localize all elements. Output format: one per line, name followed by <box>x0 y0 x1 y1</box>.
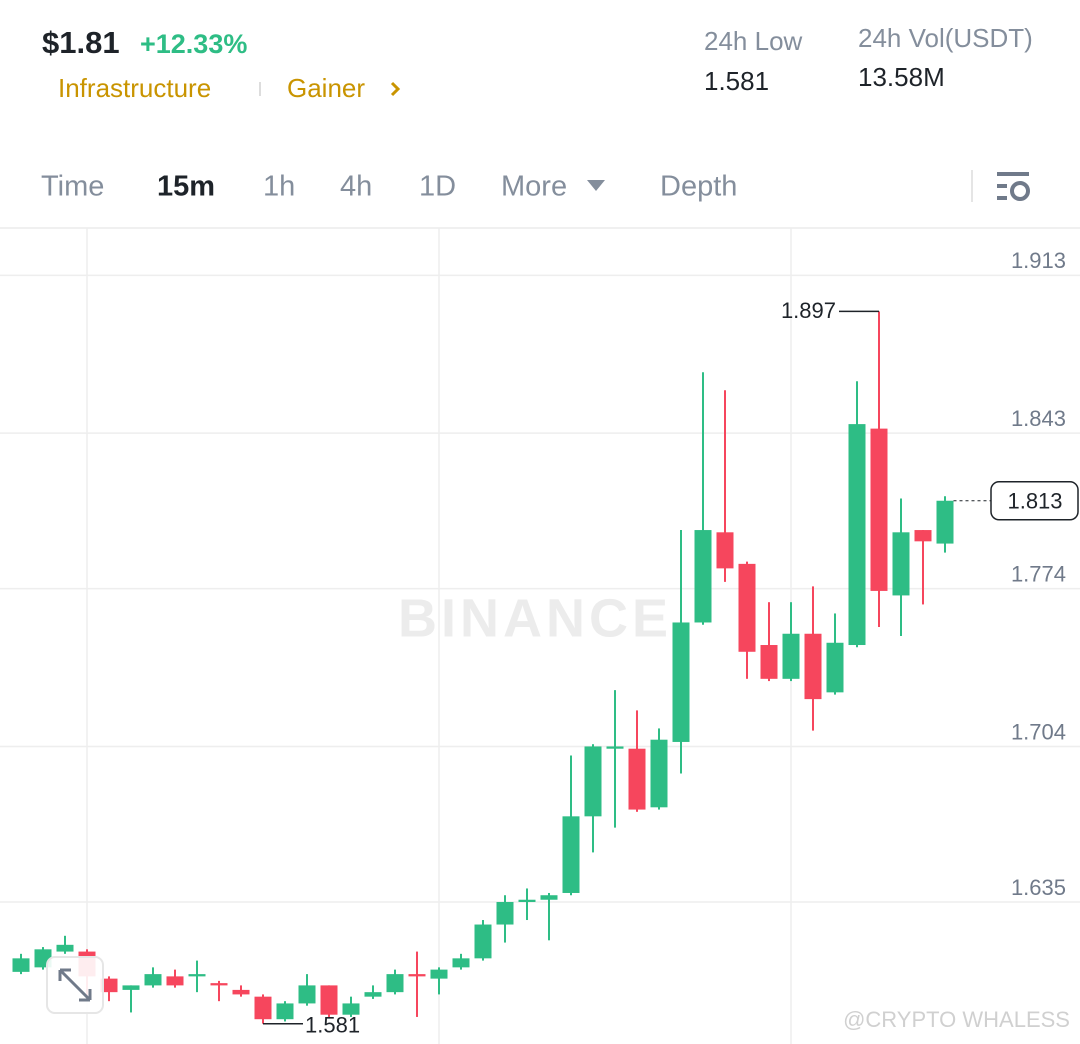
candle-body <box>782 633 800 679</box>
watermark: @CRYPTO WHALESS <box>843 1007 1070 1032</box>
watermark: BINANCE <box>398 588 672 648</box>
candle-body <box>826 642 844 693</box>
expand-button[interactable] <box>46 956 104 1014</box>
candle-body <box>100 978 118 993</box>
candle-body <box>694 530 712 623</box>
candles: 1.913 1.843 1.774 1.704 1.635 1.897 1.581 1.813 <box>0 248 1080 1038</box>
candle-body <box>870 428 888 591</box>
candle-body <box>540 895 558 900</box>
candle-body <box>848 424 866 646</box>
icon-bar <box>997 172 1029 176</box>
candle-body <box>606 746 624 749</box>
candle-body <box>188 974 206 977</box>
chevron <box>390 81 401 97</box>
icon-bar <box>997 184 1007 188</box>
settings-icon[interactable] <box>997 172 1030 201</box>
last-price-label: 1.813 <box>1007 489 1062 514</box>
candle-body <box>254 996 272 1020</box>
stat-value: 13.58M <box>858 62 945 92</box>
candle-body <box>122 985 140 990</box>
candle-body <box>584 746 602 817</box>
tab[interactable]: 1h <box>263 171 295 203</box>
candle-body <box>430 969 448 979</box>
candle-body <box>56 944 74 952</box>
y-tick-label: 1.843 <box>1011 406 1066 431</box>
stat-value: 1.581 <box>704 66 769 96</box>
candle-body <box>276 1003 294 1020</box>
candle-body <box>408 974 426 977</box>
tag[interactable]: Gainer <box>287 73 365 103</box>
candle-body <box>496 901 514 925</box>
y-tick-label: 1.774 <box>1011 561 1066 586</box>
candle-body <box>144 974 162 986</box>
tab[interactable]: Depth <box>660 171 737 203</box>
candle-body <box>364 992 382 997</box>
candle-body <box>452 958 470 968</box>
candle-body <box>650 739 668 808</box>
y-tick-label: 1.635 <box>1011 875 1066 900</box>
candle-body <box>474 924 492 959</box>
tab[interactable]: Time <box>41 171 104 203</box>
candle-body <box>166 976 184 986</box>
candle-body <box>12 958 30 972</box>
stat-label: 24h Vol(USDT) <box>858 23 1033 53</box>
y-tick-label: 1.913 <box>1011 248 1066 273</box>
high-label: 1.897 <box>781 298 836 323</box>
change: +12.33% <box>140 29 247 59</box>
tab[interactable]: 4h <box>340 171 372 203</box>
candle-body <box>232 989 250 995</box>
dropdown-arrow <box>587 180 605 191</box>
price: $1.81 <box>42 25 120 60</box>
candle-body <box>936 500 954 544</box>
icon-bar <box>997 196 1007 200</box>
low-label: 1.581 <box>305 1013 360 1038</box>
tag[interactable]: Infrastructure <box>58 73 211 103</box>
candle-body <box>716 532 734 569</box>
candle-body <box>562 816 580 893</box>
candle-body <box>386 974 404 993</box>
tab[interactable]: 1D <box>419 171 456 203</box>
candle-body <box>210 983 228 986</box>
stat-label: 24h Low <box>704 26 803 56</box>
candle-body <box>628 748 646 810</box>
candle-body <box>672 622 690 742</box>
candle-body <box>892 532 910 596</box>
tab[interactable]: More <box>501 171 567 203</box>
y-tick-label: 1.704 <box>1011 719 1066 744</box>
last-price-box <box>990 481 1079 521</box>
icon-gear <box>1010 181 1030 201</box>
candle-body <box>914 530 932 542</box>
candle-body <box>518 899 536 902</box>
expand-icon <box>58 968 92 1002</box>
candle-body <box>342 1003 360 1015</box>
candle-body <box>804 633 822 700</box>
candle-body <box>738 563 756 652</box>
candle-body <box>298 985 316 1004</box>
candle-body <box>760 645 778 679</box>
candle-body <box>320 985 338 1015</box>
tab[interactable]: 15m <box>157 171 215 203</box>
